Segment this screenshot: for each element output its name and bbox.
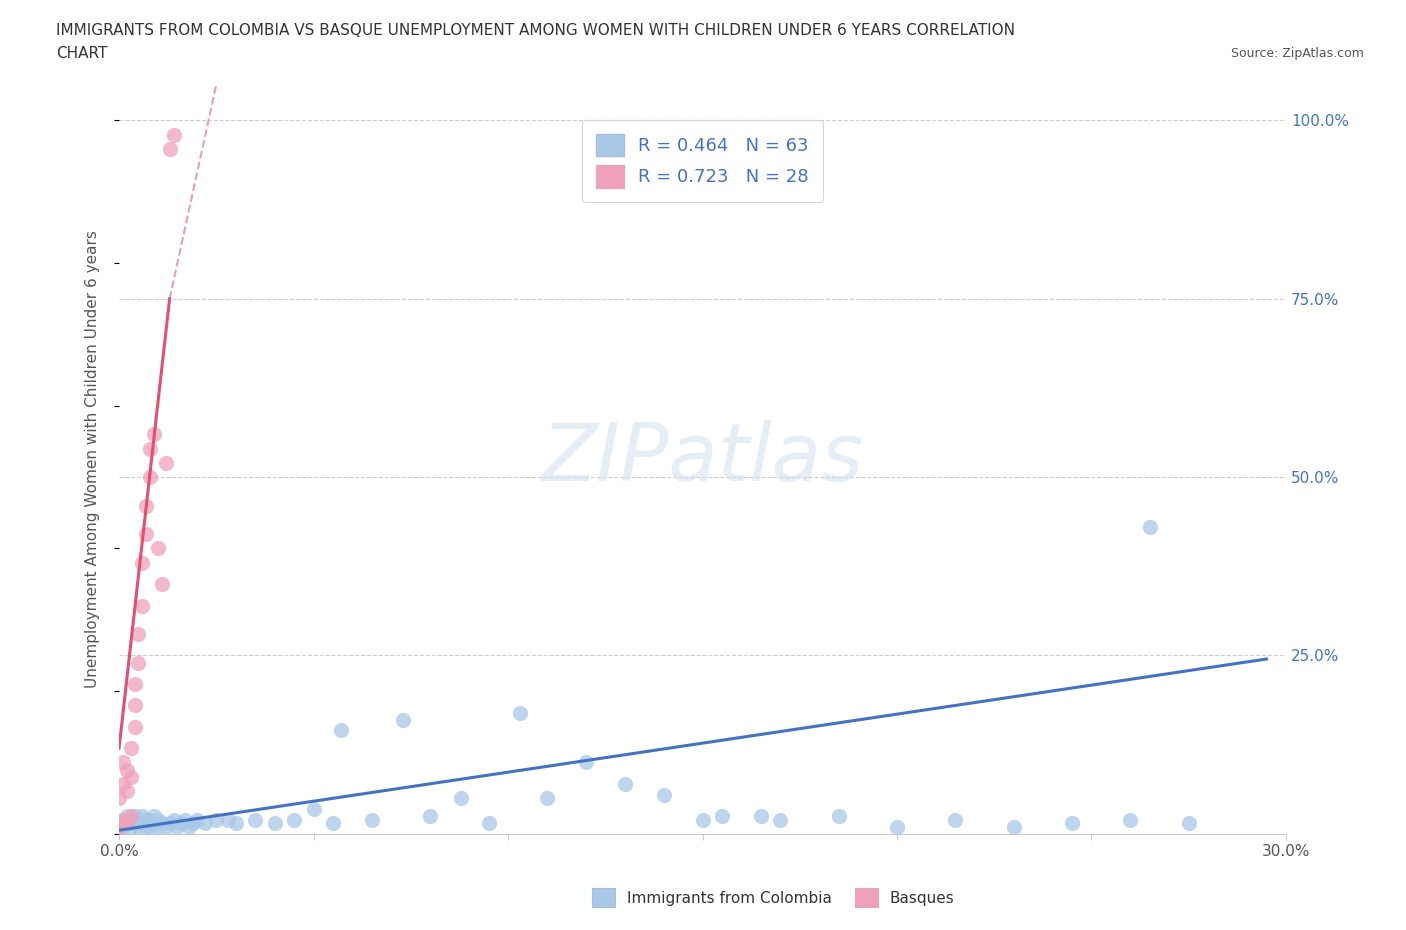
Point [143,808,166,823]
Point [263,816,285,830]
Point [120,819,142,834]
Point [108,819,131,834]
Point [124,808,146,823]
Point [613,777,636,791]
Point [150,577,173,591]
Text: ZIPatlas: ZIPatlas [541,420,863,498]
Point [115,816,138,830]
Point [1139,520,1161,535]
Point [120,808,142,823]
Legend: Immigrants from Colombia, Basques: Immigrants from Colombia, Basques [586,883,960,913]
Point [143,816,166,830]
Point [146,541,169,556]
Point [111,812,134,827]
Point [194,816,217,830]
Point [139,441,162,456]
Point [749,808,772,823]
Point [111,755,134,770]
Point [155,456,177,471]
Point [536,790,558,805]
Point [146,812,169,827]
Point [419,808,441,823]
Point [120,769,142,784]
Point [886,819,908,834]
Point [943,812,966,827]
Point [186,812,208,827]
Point [827,808,849,823]
Point [159,141,181,156]
Point [135,498,157,513]
Point [162,812,184,827]
Point [135,812,157,827]
Point [115,784,138,799]
Point [162,127,184,142]
Point [111,812,134,827]
Point [710,808,733,823]
Point [225,816,247,830]
Point [108,790,131,805]
Point [124,676,146,691]
Point [124,698,146,712]
Point [146,819,169,834]
Point [115,808,138,823]
Point [1060,816,1083,830]
Point [131,816,153,830]
Point [769,812,792,827]
Point [128,627,150,642]
Point [177,819,200,834]
Point [174,812,197,827]
Point [166,819,188,834]
Point [477,816,499,830]
Point [150,816,173,830]
Point [131,598,153,613]
Point [128,819,150,834]
Point [111,819,134,834]
Point [159,816,181,830]
Point [135,526,157,541]
Point [181,816,204,830]
Point [155,819,177,834]
Point [143,427,166,442]
Point [302,802,325,817]
Point [128,812,150,827]
Y-axis label: Unemployment Among Women with Children Under 6 years: Unemployment Among Women with Children U… [86,231,100,688]
Point [692,812,714,827]
Point [111,777,134,791]
Point [115,763,138,777]
Point [124,816,146,830]
Point [1177,816,1199,830]
Point [217,812,239,827]
Point [108,823,131,838]
Point [652,787,675,802]
Point [115,816,138,830]
Legend: R = 0.464   N = 63, R = 0.723   N = 28: R = 0.464 N = 63, R = 0.723 N = 28 [582,120,823,202]
Text: IMMIGRANTS FROM COLOMBIA VS BASQUE UNEMPLOYMENT AMONG WOMEN WITH CHILDREN UNDER : IMMIGRANTS FROM COLOMBIA VS BASQUE UNEMP… [56,23,1015,38]
Point [139,470,162,485]
Point [124,719,146,734]
Point [128,655,150,670]
Point [170,816,193,830]
Point [245,812,267,827]
Point [509,705,531,720]
Point [139,819,162,834]
Point [392,712,415,727]
Point [131,808,153,823]
Point [575,755,598,770]
Point [131,555,153,570]
Point [360,812,382,827]
Point [283,812,305,827]
Point [120,740,142,755]
Point [450,790,472,805]
Point [139,812,162,827]
Point [135,819,157,834]
Point [1002,819,1025,834]
Point [120,812,142,827]
Text: Source: ZipAtlas.com: Source: ZipAtlas.com [1230,46,1364,60]
Point [322,816,344,830]
Point [1119,812,1142,827]
Text: CHART: CHART [56,46,108,61]
Point [205,812,228,827]
Point [329,723,352,737]
